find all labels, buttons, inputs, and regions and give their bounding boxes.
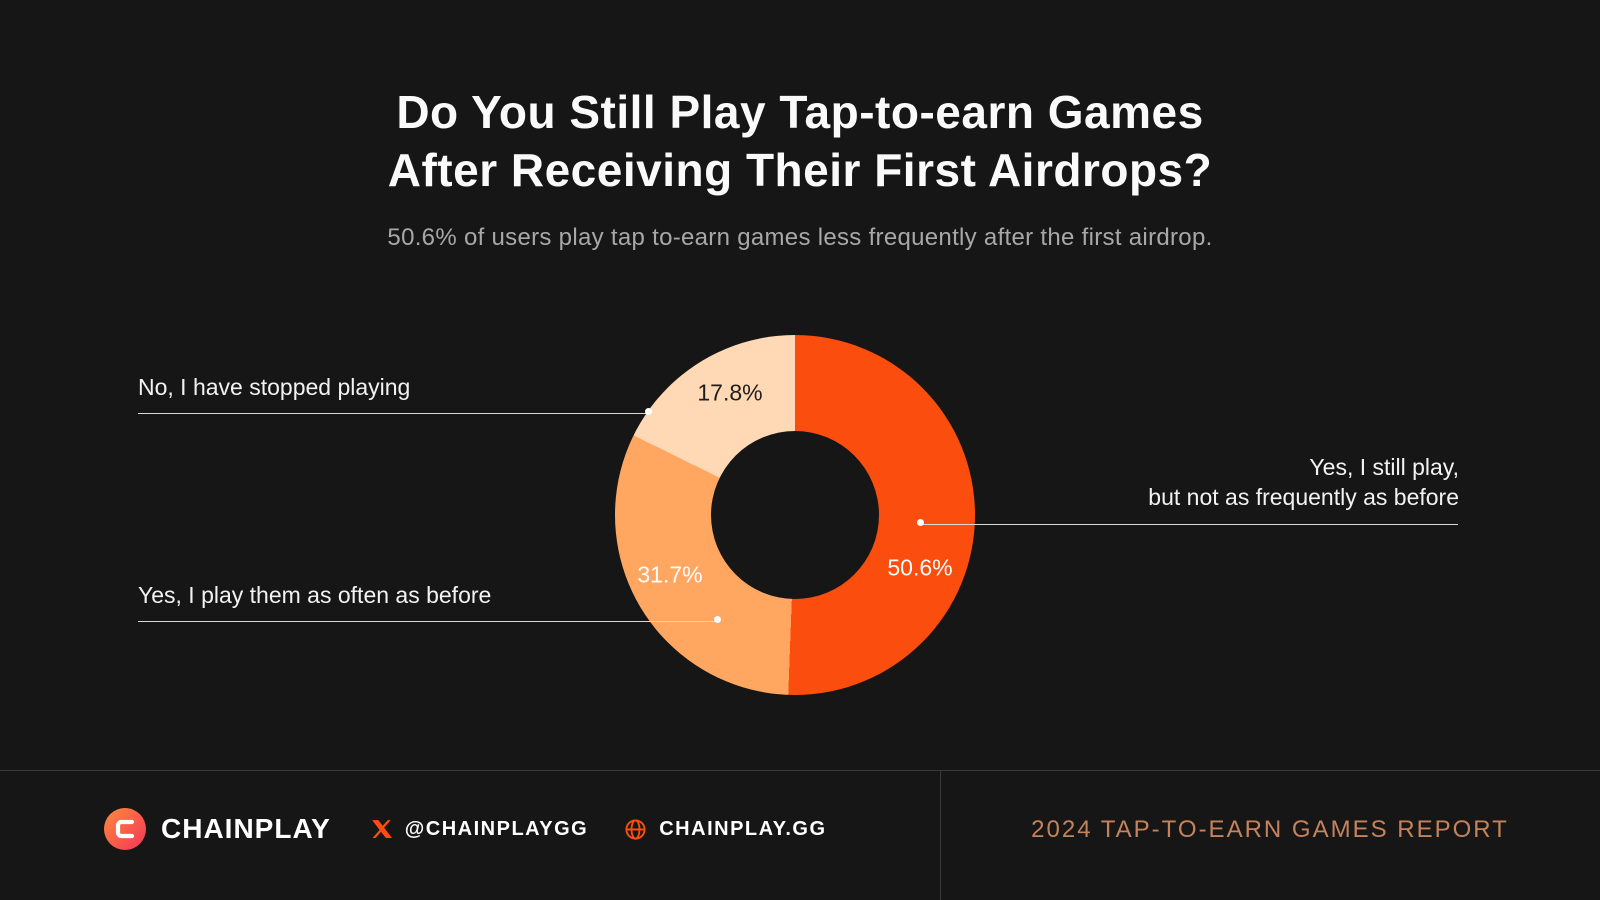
leader-dot-stopped — [645, 408, 652, 415]
footer-divider — [0, 770, 1600, 771]
page-title-line1: Do You Still Play Tap-to-earn Games — [396, 86, 1204, 138]
value-label-stopped: 17.8% — [697, 379, 763, 406]
callout-less-line1: Yes, I still play, — [1309, 454, 1459, 480]
value-label-as-often: 31.7% — [637, 561, 703, 588]
subtitle: 50.6% of users play tap to-earn games le… — [387, 224, 1213, 251]
website-url: CHAINPLAY.GG — [659, 817, 827, 840]
leader-line-stopped — [138, 413, 648, 414]
leader-dot-as-often — [714, 616, 721, 623]
callout-less-line2: but not as frequently as before — [1148, 484, 1459, 511]
callout-label-stopped: No, I have stopped playing — [138, 374, 411, 400]
leader-line-as-often — [138, 621, 718, 622]
chainplay-logo-icon — [103, 807, 147, 851]
page-title-line2: After Receiving Their First Airdrops? — [387, 143, 1213, 196]
donut-hole — [711, 431, 879, 599]
report-title: 2024 TAP-TO-EARN GAMES REPORT — [1031, 816, 1509, 843]
twitter-handle: @CHAINPLAYGG — [404, 817, 589, 840]
globe-icon — [624, 818, 647, 841]
leader-dot-less-frequent — [917, 519, 924, 526]
brand-name: CHAINPLAY — [161, 813, 331, 844]
x-twitter-icon — [371, 818, 393, 840]
donut-chart-area: 17.8% 31.7% 50.6% — [615, 335, 975, 695]
footer-brand-bar: CHAINPLAY @CHAINPLAYGG CHAINPLAY.GG — [103, 804, 827, 854]
footer-vertical-divider — [940, 771, 941, 900]
callout-label-less-frequent: Yes, I still play, but not as frequently … — [1148, 452, 1459, 513]
page-title: Do You Still Play Tap-to-earn Games After… — [0, 84, 1600, 199]
callout-label-as-often: Yes, I play them as often as before — [138, 582, 492, 608]
leader-line-less-frequent — [921, 524, 1458, 525]
value-label-less-frequent: 50.6% — [887, 554, 953, 581]
